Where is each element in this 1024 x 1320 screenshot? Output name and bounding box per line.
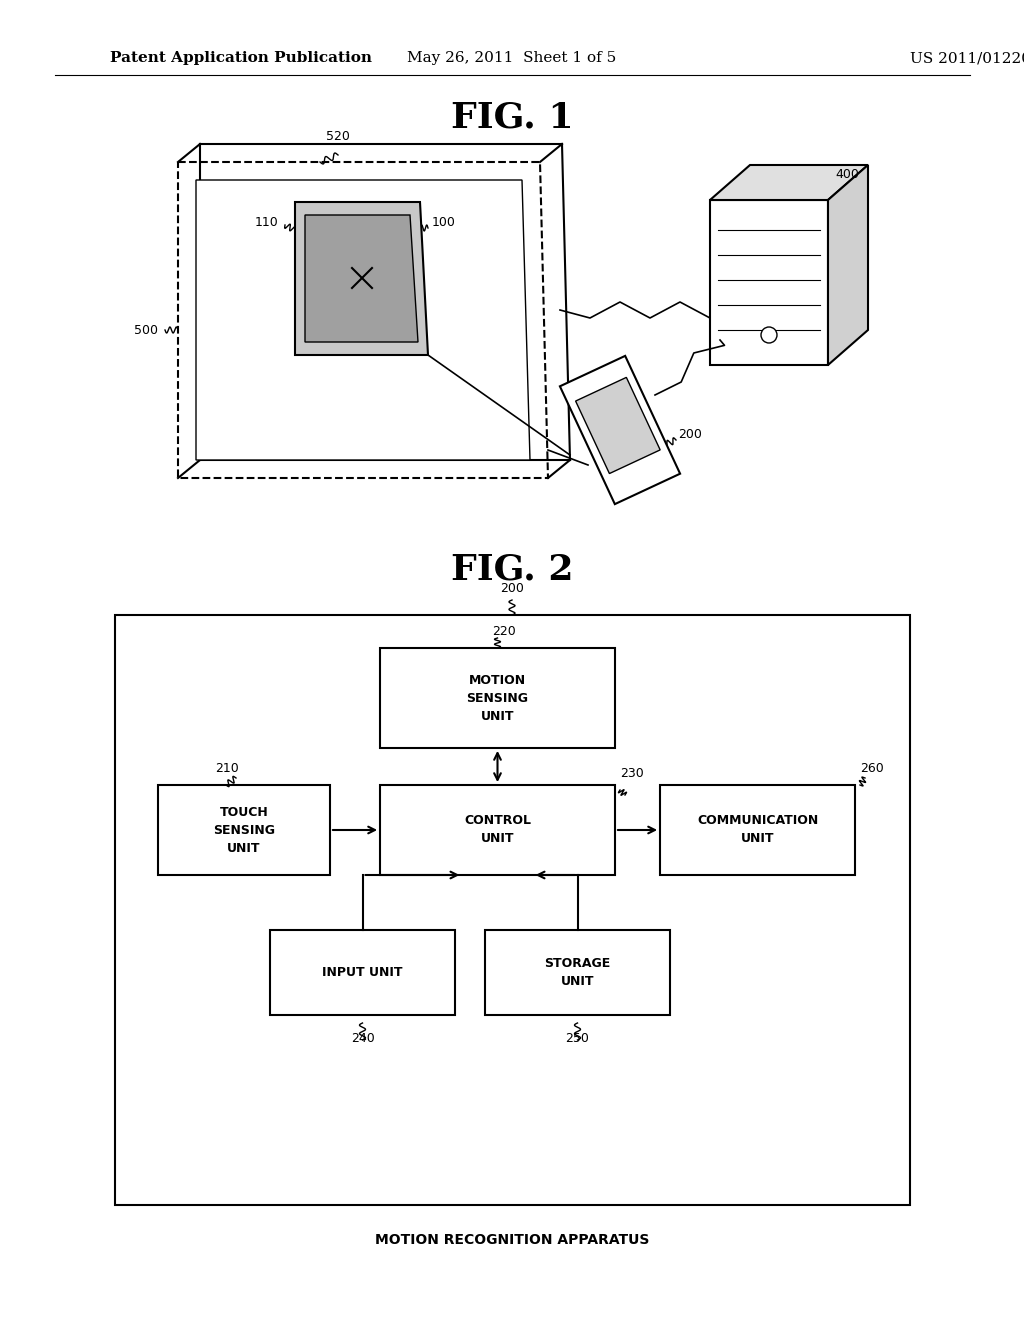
Text: TOUCH
SENSING
UNIT: TOUCH SENSING UNIT: [213, 805, 275, 854]
Text: US 2011/0122062 A1: US 2011/0122062 A1: [910, 51, 1024, 65]
Polygon shape: [196, 180, 530, 459]
Text: Patent Application Publication: Patent Application Publication: [110, 51, 372, 65]
Text: 100: 100: [432, 215, 456, 228]
Text: 110: 110: [254, 215, 278, 228]
Polygon shape: [295, 202, 428, 355]
Bar: [158, 785, 330, 875]
Text: May 26, 2011  Sheet 1 of 5: May 26, 2011 Sheet 1 of 5: [408, 51, 616, 65]
Text: 210: 210: [215, 762, 239, 775]
Bar: [485, 931, 670, 1015]
Bar: [710, 201, 828, 366]
Bar: [380, 648, 615, 748]
Text: 230: 230: [620, 767, 644, 780]
Text: 260: 260: [860, 762, 884, 775]
Polygon shape: [828, 165, 868, 366]
Bar: [660, 785, 855, 875]
Polygon shape: [575, 378, 660, 474]
Text: MOTION
SENSING
UNIT: MOTION SENSING UNIT: [467, 673, 528, 722]
Text: MOTION RECOGNITION APPARATUS: MOTION RECOGNITION APPARATUS: [375, 1233, 649, 1247]
Polygon shape: [710, 165, 868, 201]
Text: 500: 500: [134, 323, 158, 337]
Text: FIG. 2: FIG. 2: [451, 553, 573, 587]
Bar: [115, 615, 910, 1205]
Text: FIG. 1: FIG. 1: [451, 102, 573, 135]
Polygon shape: [305, 215, 418, 342]
Text: CONTROL
UNIT: CONTROL UNIT: [464, 814, 531, 846]
Circle shape: [761, 327, 777, 343]
Text: COMMUNICATION
UNIT: COMMUNICATION UNIT: [697, 814, 818, 846]
Text: 400: 400: [835, 169, 859, 181]
Text: 250: 250: [565, 1032, 590, 1045]
Polygon shape: [560, 356, 680, 504]
Text: 200: 200: [678, 429, 701, 441]
Text: 200: 200: [500, 582, 524, 595]
Text: STORAGE
UNIT: STORAGE UNIT: [545, 957, 610, 987]
Bar: [380, 785, 615, 875]
Bar: [270, 931, 455, 1015]
Text: 520: 520: [326, 129, 350, 143]
Text: 220: 220: [493, 624, 516, 638]
Text: 240: 240: [350, 1032, 375, 1045]
Text: INPUT UNIT: INPUT UNIT: [323, 966, 402, 979]
